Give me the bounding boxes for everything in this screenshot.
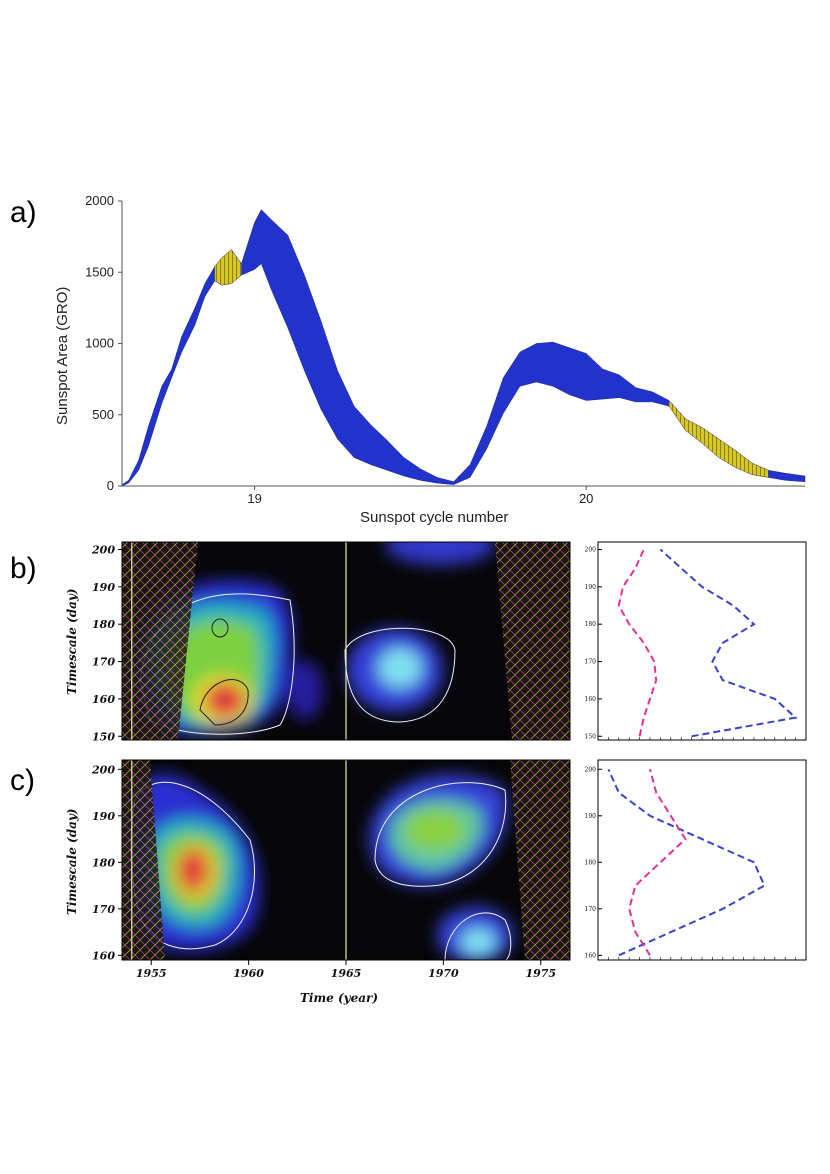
power-region-c1-red	[179, 850, 207, 890]
y-tick-label: 2000	[85, 193, 114, 208]
panel-c-wavelet: 160 170 180 190 200 1955 1960 1965 1970 1975 Time…	[65, 759, 571, 1005]
y-tick-label: 170	[92, 903, 115, 916]
contour-b4	[199, 679, 249, 726]
x-tick-label: 19	[247, 491, 261, 506]
side-y-tick-label: 190	[585, 584, 597, 591]
significant-segment	[668, 399, 769, 478]
side-y-tick-label: 200	[585, 766, 597, 773]
panel-b-wavelet: 150 160 170 180 190 200 Timescale (day)	[65, 541, 571, 743]
panel-c-global-spectrum: 160 170 180 190 200	[585, 759, 807, 961]
y-tick-label: 0	[107, 478, 114, 493]
y-tick-label: 160	[92, 949, 115, 962]
y-tick-label: 170	[92, 656, 115, 669]
panel-c-power-blobs	[122, 760, 570, 960]
y-tick-label: 190	[92, 581, 115, 594]
panel-c-ylabel: Timescale (day)	[65, 808, 79, 915]
y-tick-label: 500	[92, 407, 114, 422]
contour-c3	[444, 912, 512, 960]
panel-label-c: c)	[10, 764, 35, 797]
panel-c-other-curve	[628, 769, 687, 956]
y-tick-label: 190	[92, 810, 115, 823]
power-region-red	[205, 683, 245, 717]
contour-c2	[374, 782, 507, 887]
contour-b2	[344, 627, 456, 723]
panel-a-ylabel: Sunspot Area (GRO)	[54, 287, 71, 425]
coi-right-c	[510, 760, 570, 960]
power-region-c3-inner	[460, 928, 496, 956]
side-y-tick-label: 190	[585, 813, 597, 820]
significant-segment	[214, 249, 242, 286]
y-tick-label: 1500	[85, 264, 114, 279]
panel-b-ylabel: Timescale (day)	[65, 588, 79, 695]
y-tick-label: 200	[91, 763, 115, 776]
side-y-tick-label: 150	[585, 733, 597, 740]
side-y-tick-label: 180	[585, 859, 597, 866]
panel-a-ticks: 0 500 1000 1500 2000 19 20	[85, 193, 593, 506]
panel-label-b: b)	[10, 552, 37, 585]
panel-b-frame	[121, 541, 571, 741]
x-tick-label: 20	[579, 491, 593, 506]
power-region-b3	[385, 542, 495, 565]
panel-b-power-blobs	[122, 542, 570, 740]
panel-b-global-spectrum: 150 160 170 180 190 200	[585, 541, 807, 741]
side-y-tick-label: 170	[585, 906, 597, 913]
panel-a-xlabel: Sunspot cycle number	[360, 509, 508, 526]
panel-b-other-curve	[617, 549, 658, 737]
side-y-tick-label: 170	[585, 659, 597, 666]
x-tick-label: 1975	[525, 967, 556, 980]
x-tick-label: 1960	[233, 967, 264, 980]
x-tick-label: 1970	[428, 967, 459, 980]
panel-label-a: a)	[10, 196, 37, 229]
panel-b-side-ticks: 150 160 170 180 190 200	[585, 546, 796, 740]
panel-c-side-frame	[597, 759, 807, 961]
panel-c-side-ticks: 160 170 180 190 200	[585, 766, 796, 960]
y-tick-label: 1000	[85, 336, 114, 351]
y-tick-label: 200	[91, 543, 115, 556]
contour-b3	[211, 618, 229, 638]
panel-c-ticks: 160 170 180 190 200 1955 1960 1965 1970 1975	[91, 763, 556, 980]
side-y-tick-label: 160	[585, 696, 597, 703]
panel-b-side-frame	[597, 541, 807, 741]
y-tick-label: 180	[92, 618, 115, 631]
coi-left-b	[122, 542, 198, 740]
coi-left-c	[122, 760, 165, 960]
area-chart-marks	[121, 209, 806, 487]
panel-c-xlabel: Time (year)	[300, 991, 378, 1005]
panel-b-ticks: 150 160 170 180 190 200	[91, 543, 122, 743]
panel-a-area-chart: 0 500 1000 1500 2000 19 20 Sunspot cycle numbe…	[54, 193, 806, 526]
power-region-b2-inner	[378, 648, 422, 688]
power-region-c2-green	[405, 810, 465, 850]
coi-right-b	[495, 542, 570, 740]
x-tick-label: 1955	[136, 967, 167, 980]
panel-c-global-curve	[607, 768, 766, 957]
power-region-b4	[287, 660, 323, 720]
area-band	[121, 209, 806, 487]
side-y-tick-label: 180	[585, 621, 597, 628]
y-tick-label: 150	[92, 730, 115, 743]
x-tick-label: 1965	[331, 967, 362, 980]
y-tick-label: 180	[92, 856, 115, 869]
side-y-tick-label: 160	[585, 952, 597, 959]
panel-b-global-curve	[659, 548, 798, 738]
side-y-tick-label: 200	[585, 546, 597, 553]
y-tick-label: 160	[92, 693, 115, 706]
